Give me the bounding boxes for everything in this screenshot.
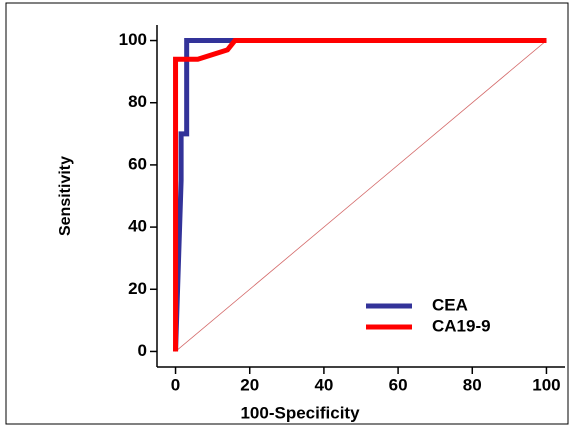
x-tick-label: 60 <box>389 375 408 394</box>
x-tick-label: 80 <box>463 375 482 394</box>
x-tick-label: 40 <box>314 375 333 394</box>
legend-label: CA19-9 <box>432 316 491 335</box>
x-tick-label: 100 <box>532 375 560 394</box>
y-tick-label: 100 <box>119 30 147 49</box>
y-tick-label: 0 <box>138 341 147 360</box>
y-tick-label: 80 <box>128 92 147 111</box>
roc-curve <box>173 38 547 352</box>
x-tick-label: 20 <box>240 375 259 394</box>
y-tick-label: 40 <box>128 217 147 236</box>
y-tick-label: 60 <box>128 154 147 173</box>
x-axis-label: 100-Specificity <box>240 403 360 422</box>
legend-label: CEA <box>432 295 468 314</box>
x-tick-label: 0 <box>171 375 180 394</box>
reference-line <box>175 40 547 352</box>
y-axis-label: Sensitivity <box>57 156 74 236</box>
frame <box>5 2 569 425</box>
y-tick-label: 20 <box>128 279 147 298</box>
